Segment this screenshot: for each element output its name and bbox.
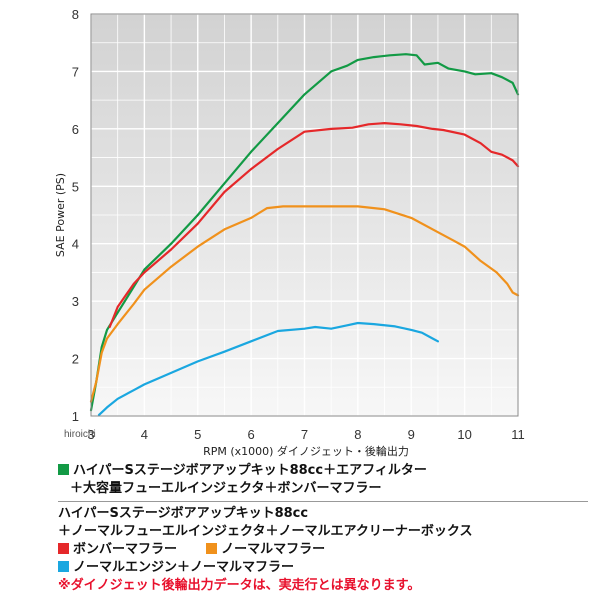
x-tick-label: 11	[511, 427, 525, 442]
x-tick-label: 8	[354, 427, 361, 442]
y-tick-label: 8	[72, 7, 79, 22]
grid-lines	[90, 13, 519, 417]
y-tick-label: 4	[72, 237, 79, 252]
y-tick-label: 2	[72, 352, 79, 367]
x-tick-label: 4	[141, 427, 148, 442]
legend-item-green: ハイパーSステージボアアップキット88cc＋エアフィルター	[58, 462, 588, 480]
x-tick-label: 3	[87, 427, 94, 442]
legend-row-red-orange: ボンバーマフラー ノーマルマフラー	[58, 541, 588, 559]
x-tick-labels: 3 4 5 6 7 8 9 10 11	[87, 427, 524, 442]
legend-label-orange: ノーマルマフラー	[221, 542, 326, 557]
legend-group-title: ハイパーSステージボアアップキット88cc	[58, 505, 588, 523]
legend-label-group-2: ＋ノーマルフューエルインジェクタ＋ノーマルエアクリーナーボックス	[58, 524, 473, 539]
y-tick-label: 5	[72, 179, 79, 194]
legend-group-sub: ＋ノーマルフューエルインジェクタ＋ノーマルエアクリーナーボックス	[58, 523, 588, 541]
x-tick-label: 9	[408, 427, 415, 442]
disclaimer-note: ※ダイノジェット後輪出力データは、実走行とは異なります。	[58, 577, 588, 595]
x-axis-title: RPM (x1000) ダイノジェット・後輪出力	[203, 444, 409, 458]
y-tick-label: 7	[72, 64, 79, 79]
series-line-blue	[97, 321, 439, 416]
x-tick-label: 10	[457, 427, 471, 442]
legend-swatch-orange	[206, 543, 218, 554]
legend-label-blue: ノーマルエンジン＋ノーマルマフラー	[73, 560, 295, 575]
y-axis-title: SAE Power (PS)	[54, 173, 67, 257]
x-tick-label: 7	[301, 427, 308, 442]
legend: ハイパーSステージボアアップキット88cc＋エアフィルター ＋大容量フューエルイ…	[58, 462, 588, 595]
legend-label-green-2: ＋大容量フューエルインジェクタ＋ボンバーマフラー	[70, 481, 382, 496]
legend-label-red: ボンバーマフラー	[73, 542, 178, 557]
legend-swatch-red	[58, 543, 69, 554]
y-tick-label: 6	[72, 122, 79, 137]
legend-row-blue: ノーマルエンジン＋ノーマルマフラー	[58, 559, 588, 577]
legend-divider	[58, 501, 588, 502]
legend-label-green-1: ハイパーSステージボアアップキット88cc＋エアフィルター	[73, 463, 427, 478]
y-tick-labels: 1 2 3 4 5 6 7 8	[72, 7, 79, 424]
legend-swatch-blue	[58, 561, 69, 572]
legend-label-group-1: ハイパーSステージボアアップキット88cc	[58, 506, 309, 521]
series-lines	[89, 53, 520, 416]
y-tick-label: 1	[72, 409, 79, 424]
series-line-orange	[89, 205, 520, 403]
y-tick-label: 3	[72, 294, 79, 309]
x-tick-label: 5	[194, 427, 201, 442]
disclaimer-text: ※ダイノジェット後輪出力データは、実走行とは異なります。	[58, 578, 421, 593]
series-line-green	[89, 53, 520, 412]
plot-frame	[90, 13, 519, 417]
legend-swatch-green	[58, 464, 69, 475]
watermark-text: hiroichi	[64, 429, 96, 440]
legend-item-green-cont: ＋大容量フューエルインジェクタ＋ボンバーマフラー	[58, 480, 588, 498]
series-line-red	[108, 122, 520, 329]
x-tick-label: 6	[248, 427, 255, 442]
